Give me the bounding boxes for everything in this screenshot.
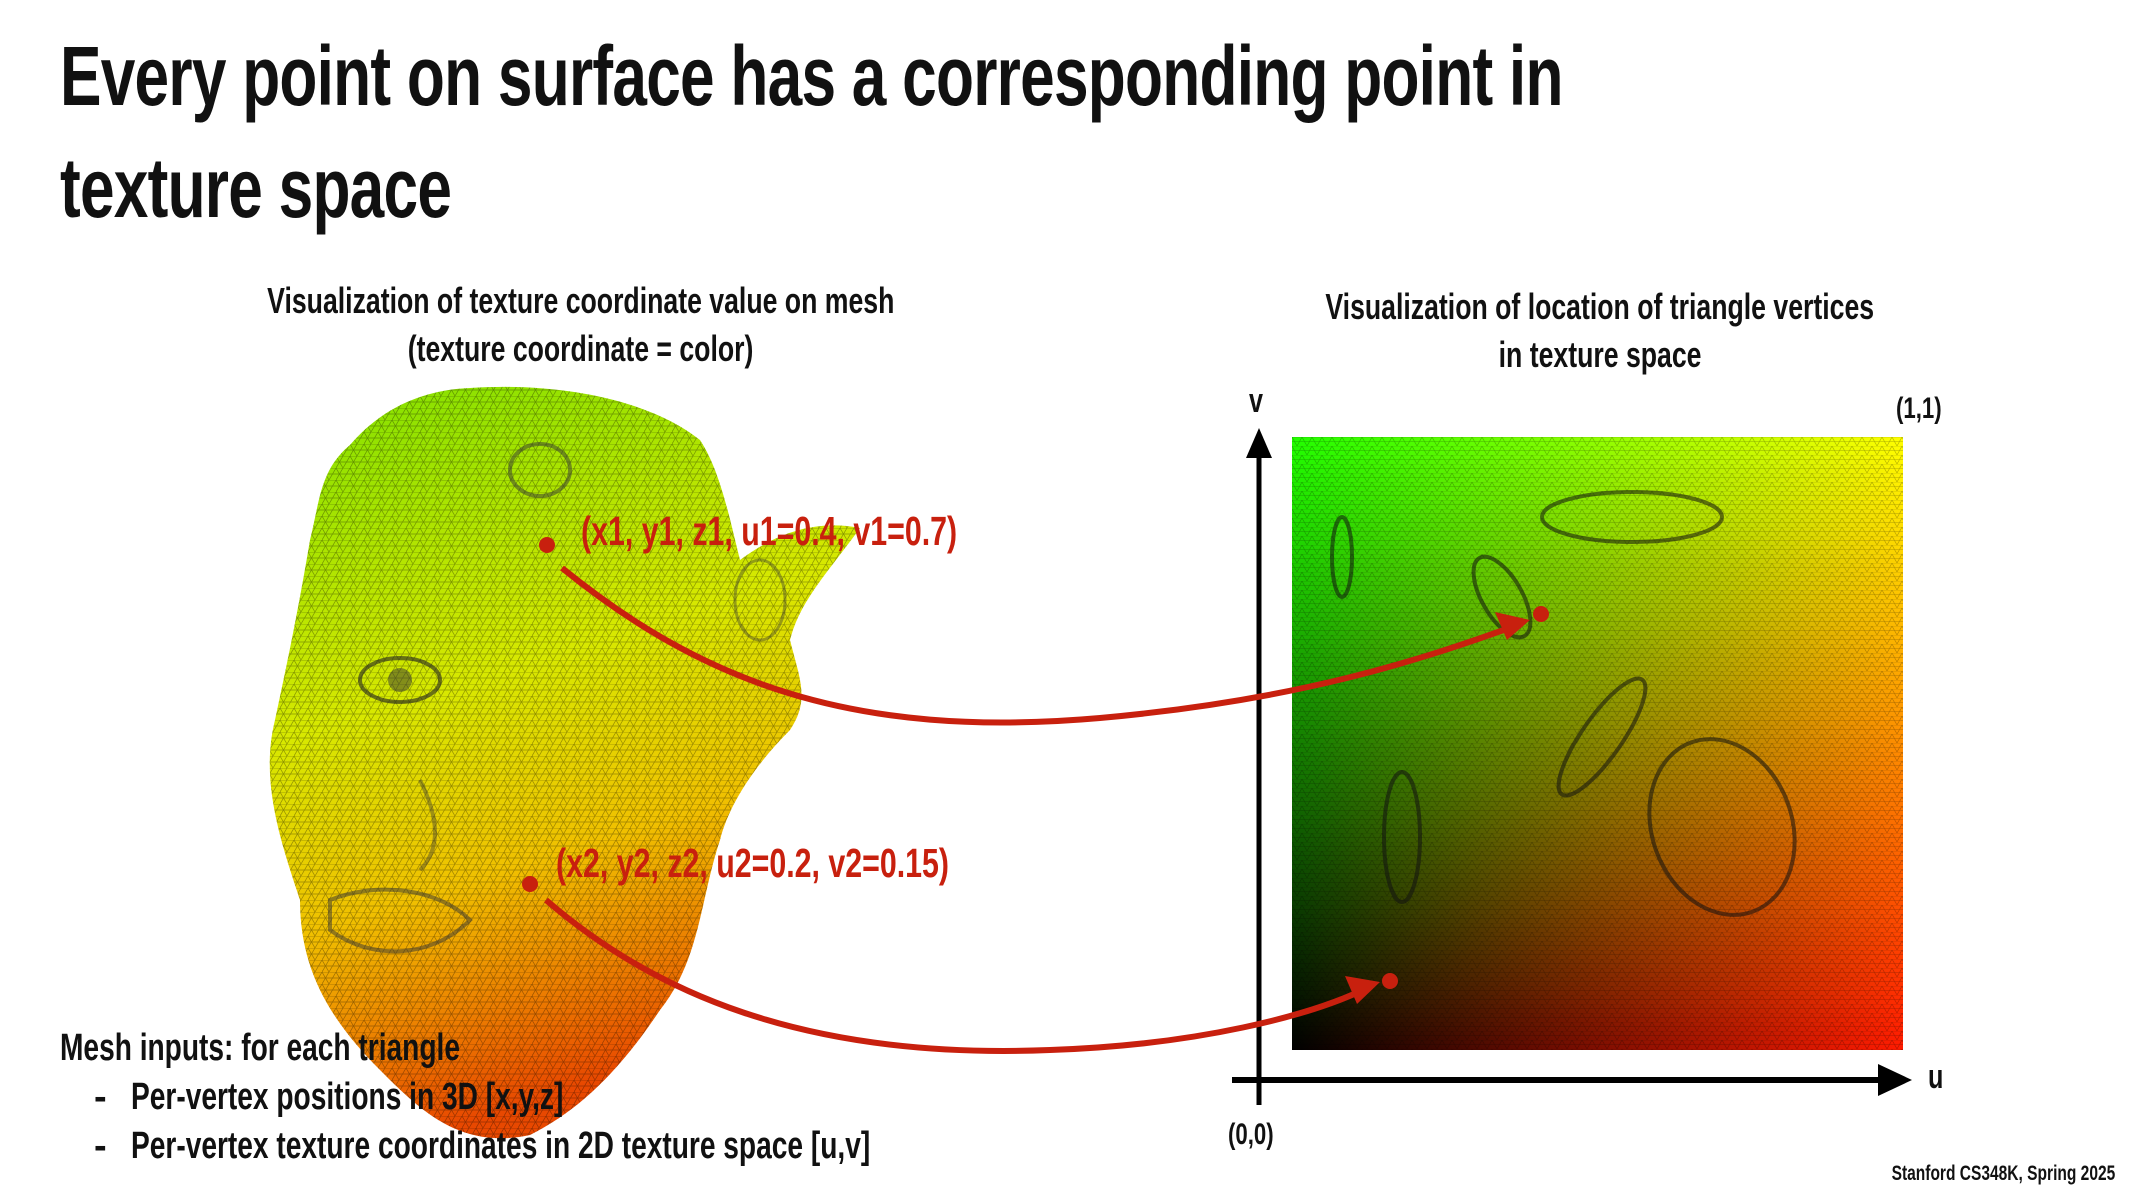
arrow-point2: [544, 897, 1365, 1054]
u-axis-label: u: [1928, 1058, 1944, 1096]
texture-point1-dot: [1533, 606, 1549, 622]
left-caption-line1: Visualization of texture coordinate valu…: [267, 280, 895, 321]
bullet-dash-2: -: [94, 1125, 107, 1167]
texture-space-image: [1292, 437, 1903, 1050]
origin-label: (0,0): [1228, 1118, 1274, 1151]
mesh-point1-dot: [539, 537, 555, 553]
slide-title-line2: texture space: [60, 141, 452, 235]
arrow-point1-head-icon: [1495, 612, 1530, 640]
footer-course-label: Stanford CS348K, Spring 2025: [1891, 1162, 2115, 1185]
left-caption-line2: (texture coordinate = color): [408, 328, 754, 369]
v-axis-arrowhead-icon: [1246, 428, 1272, 458]
arrow-point2-head-icon: [1345, 976, 1380, 1004]
mesh-inputs-heading: Mesh inputs: for each triangle: [60, 1027, 460, 1069]
bullet-dash-1: -: [94, 1076, 107, 1118]
point2-label: (x2, y2, z2, u2=0.2, v2=0.15): [556, 840, 949, 886]
texture-point2-dot: [1382, 973, 1398, 989]
mesh-point2-dot: [522, 876, 538, 892]
mesh-input-bullet-1: Per-vertex positions in 3D [x,y,z]: [131, 1076, 564, 1118]
mesh-input-bullet-2: Per-vertex texture coordinates in 2D tex…: [131, 1125, 871, 1167]
v-axis-label: v: [1249, 382, 1264, 420]
arrow-point1: [560, 565, 1517, 726]
slide-title-line1: Every point on surface has a correspondi…: [60, 29, 1563, 123]
right-caption-line1: Visualization of location of triangle ve…: [1325, 286, 1875, 327]
u-axis-arrowhead-icon: [1878, 1064, 1912, 1096]
point1-label: (x1, y1, z1, u1=0.4, v1=0.7): [581, 508, 958, 554]
corner-label-1-1: (1,1): [1896, 392, 1942, 425]
right-caption-line2: in texture space: [1498, 334, 1702, 375]
